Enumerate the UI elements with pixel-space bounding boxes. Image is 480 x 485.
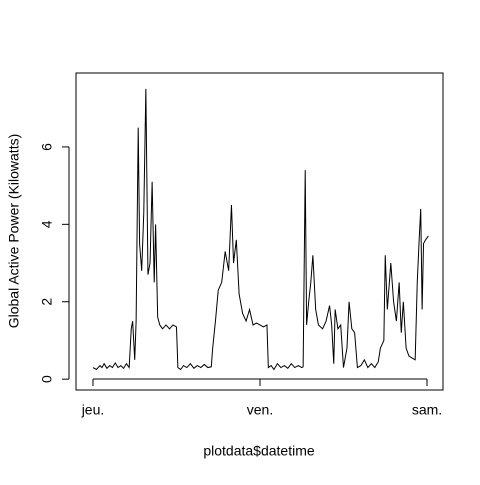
x-tick-label: sam. [412,402,442,418]
y-tick-label: 0 [39,375,55,383]
plot-box [75,72,444,391]
x-axis-label: plotdata$datetime [203,443,315,459]
y-axis-label: Global Active Power (Kilowatts) [6,134,22,329]
x-tick-label: jeu. [81,402,105,418]
x-tick-label: ven. [247,402,273,418]
y-tick-label: 2 [39,298,55,306]
y-tick-label: 4 [39,220,55,228]
y-tick-label: 6 [39,143,55,151]
data-line [92,88,429,371]
